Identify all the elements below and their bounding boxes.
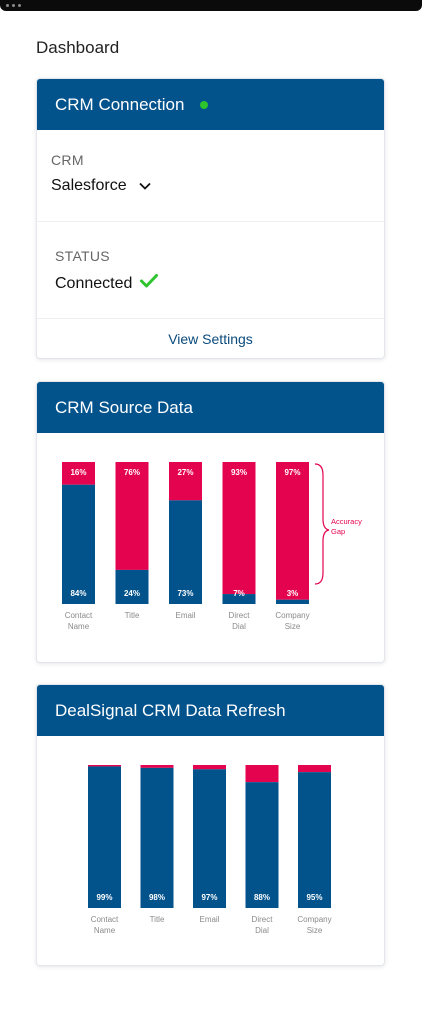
crm-label: CRM <box>51 152 84 168</box>
bar-segment-gap <box>169 462 202 501</box>
bar-segment-accurate <box>169 500 202 604</box>
accuracy-gap-annotation: Accuracy <box>331 517 362 526</box>
category-label: Name <box>68 622 90 631</box>
status-row: Connected <box>55 274 159 293</box>
category-label: Size <box>307 926 323 935</box>
bar-value-label: 95% <box>306 893 322 902</box>
category-label: Direct <box>229 611 251 620</box>
status-label: STATUS <box>55 248 110 264</box>
data-refresh-card: DealSignal CRM Data Refresh 99% Contact Na… <box>36 684 385 966</box>
crm-section: CRM Salesforce <box>37 130 384 222</box>
crm-connection-card: CRM Connection CRM Salesforce STATUS Con… <box>36 78 385 359</box>
bar-value-label: 93% <box>231 468 247 477</box>
category-label: Title <box>150 915 165 924</box>
bar-value-label: 7% <box>233 589 245 598</box>
bar-segment-accurate <box>88 766 121 908</box>
card-header: CRM Source Data <box>37 382 384 433</box>
crm-select-value: Salesforce <box>51 177 127 194</box>
category-label: Name <box>94 926 116 935</box>
category-label: Email <box>199 915 219 924</box>
bar-value-label: 97% <box>201 893 217 902</box>
status-section: STATUS Connected <box>37 222 384 319</box>
bar-segment-gap <box>245 765 279 783</box>
category-label: Size <box>285 622 301 631</box>
bar-value-label: 76% <box>124 468 140 477</box>
crm-source-data-card: CRM Source Data 84% 16% Contact Name 24% 76% T… <box>36 381 385 663</box>
bar-segment-accurate <box>276 599 309 604</box>
bar-value-label: 27% <box>177 468 193 477</box>
bar-value-label: 98% <box>149 893 165 902</box>
bar-value-label: 73% <box>177 589 193 598</box>
bar-value-label: 24% <box>124 589 140 598</box>
bar-segment-accurate <box>245 782 279 908</box>
bar-segment-gap <box>193 765 226 770</box>
card-header: CRM Connection <box>37 79 384 130</box>
window-dot-icon <box>6 4 9 7</box>
bar-value-label: 3% <box>287 589 299 598</box>
card-header: DealSignal CRM Data Refresh <box>37 685 384 736</box>
category-label: Company <box>275 611 309 620</box>
window-dot-icon <box>18 4 21 7</box>
status-value: Connected <box>55 274 133 292</box>
bar-value-label: 99% <box>96 893 112 902</box>
connection-status-dot-icon <box>200 100 209 109</box>
bar-segment-gap <box>222 462 256 595</box>
bar-segment-gap <box>88 765 121 767</box>
crm-select[interactable]: Salesforce <box>51 177 151 195</box>
category-label: Dial <box>232 622 246 631</box>
bar-value-label: 16% <box>70 468 86 477</box>
bar-segment-gap <box>115 462 149 570</box>
card-title: DealSignal CRM Data Refresh <box>55 700 286 720</box>
accuracy-gap-brace <box>314 463 330 585</box>
bar-value-label: 97% <box>284 468 300 477</box>
bar-segment-accurate <box>222 594 256 604</box>
page-title: Dashboard <box>36 38 120 57</box>
data-refresh-chart: 99% Contact Name 98% Title 97% Email 88% Direct D… <box>88 765 332 935</box>
bar-segment-accurate <box>140 767 174 908</box>
bar-segment-gap <box>62 462 95 485</box>
category-label: Title <box>125 611 140 620</box>
category-label: Contact <box>65 611 93 620</box>
bar-segment-accurate <box>298 772 331 908</box>
accuracy-gap-annotation: Gap <box>331 527 345 536</box>
bar-value-label: 84% <box>70 589 86 598</box>
source-data-chart: 84% 16% Contact Name 24% 76% Title 73% 27% Email 7… <box>62 462 362 631</box>
chevron-down-icon[interactable] <box>138 177 151 195</box>
category-label: Direct <box>252 915 274 924</box>
bar-segment-gap <box>298 765 331 773</box>
view-settings-link[interactable]: View Settings <box>168 331 253 347</box>
category-label: Dial <box>255 926 269 935</box>
bar-segment-gap <box>140 765 174 768</box>
bar-segment-accurate <box>62 484 95 604</box>
bar-segment-gap <box>276 462 309 600</box>
bar-value-label: 88% <box>254 893 270 902</box>
checkmark-icon <box>140 274 159 293</box>
card-title: CRM Source Data <box>55 397 193 417</box>
window-titlebar <box>0 0 422 11</box>
window-dot-icon <box>12 4 15 7</box>
category-label: Contact <box>91 915 119 924</box>
category-label: Company <box>297 915 331 924</box>
category-label: Email <box>175 611 195 620</box>
bar-segment-accurate <box>115 569 149 604</box>
card-title: CRM Connection <box>55 94 185 114</box>
bar-segment-accurate <box>193 769 226 908</box>
